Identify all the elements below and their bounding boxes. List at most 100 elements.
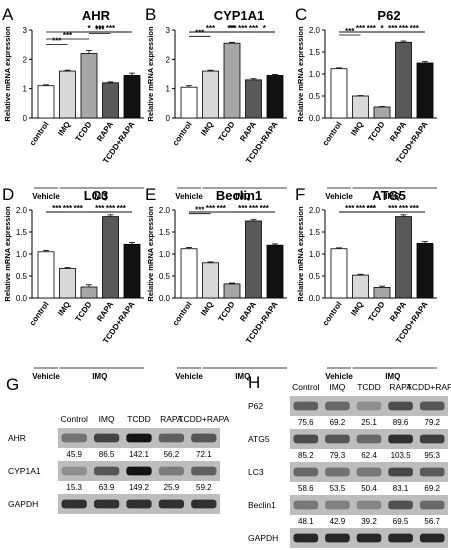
blot-column-header: TCDD+RAPA <box>178 414 229 424</box>
x-tick-label: control <box>28 120 51 147</box>
significance-label: *** <box>410 204 420 213</box>
blot-band <box>126 499 152 509</box>
blot-row-label: CYP1A1 <box>8 466 41 476</box>
bar <box>37 251 55 299</box>
band-intensity-value: 25.9 <box>164 483 180 492</box>
y-tick-label: 0.0 <box>309 114 321 123</box>
panel-letter: H <box>248 373 260 392</box>
significance-label: *** <box>227 24 237 33</box>
blot-column-header: TCDD+RAPA <box>407 382 451 392</box>
significance-label: *** <box>95 204 105 213</box>
significance-label: *** <box>345 204 355 213</box>
significance-label: *** <box>106 24 116 33</box>
blot-row-label: P62 <box>248 401 263 411</box>
band-intensity-value: 83.1 <box>393 484 409 493</box>
blot-band <box>325 434 350 444</box>
x-tick-label: IMQ <box>199 300 215 318</box>
blot-row-label: LC3 <box>248 467 264 477</box>
blot-row-label: GAPDH <box>8 499 38 509</box>
blot-band <box>388 401 413 411</box>
y-axis-label: Relative mRNA expression <box>296 26 305 122</box>
blot-band <box>325 467 350 477</box>
blot-column-header: TCDD <box>357 382 381 392</box>
y-tick-label: 2.0 <box>159 206 171 215</box>
blot-column-header: RAPA <box>160 414 183 424</box>
bar <box>80 53 98 119</box>
bar <box>37 85 55 119</box>
y-tick-label: 1.5 <box>159 228 171 237</box>
band-intensity-value: 142.1 <box>129 450 150 459</box>
y-tick-label: 1.5 <box>309 48 321 57</box>
imq-group-label: IMQ <box>385 192 400 201</box>
x-tick-label: control <box>28 300 51 327</box>
y-tick-label: 3 <box>23 26 28 35</box>
blot-band <box>293 500 319 510</box>
bar <box>266 244 284 299</box>
blot-band <box>419 500 445 510</box>
chart-panel-b: B CYP1A1 Relative mRNA expression 0 1 2 3 contr… <box>145 5 287 201</box>
blot-band <box>356 434 382 444</box>
bar <box>352 95 369 119</box>
chart-panel-a: A AHR Relative mRNA expression 0 1 2 3 control I… <box>2 5 144 201</box>
blot-band <box>126 433 152 443</box>
band-intensity-value: 89.6 <box>393 418 409 427</box>
blot-band <box>388 467 413 477</box>
band-intensity-value: 56.7 <box>424 517 440 526</box>
vehicle-group-label: Vehicle <box>175 192 203 201</box>
imq-group-label: IMQ <box>92 192 107 201</box>
blot-band <box>356 533 382 543</box>
panel-letter: G <box>6 375 19 394</box>
blot-band <box>191 499 217 509</box>
vehicle-group-label: Vehicle <box>32 372 60 381</box>
blot-band <box>191 433 217 443</box>
blot-band <box>158 433 185 443</box>
significance-label: *** <box>63 204 73 213</box>
bar <box>223 42 241 119</box>
blot-band <box>293 401 319 411</box>
chart-title: P62 <box>377 8 400 23</box>
band-intensity-value: 48.1 <box>298 517 314 526</box>
y-tick-label: 1.0 <box>309 70 321 79</box>
blot-band <box>93 433 120 443</box>
y-tick-label: 0.0 <box>159 294 171 303</box>
significance-label: *** <box>195 206 205 215</box>
band-intensity-value: 86.5 <box>99 450 115 459</box>
blot-band <box>388 533 413 543</box>
blot-row-label: AHR <box>8 433 26 443</box>
significance-label: *** <box>249 204 259 213</box>
y-tick-label: 1.0 <box>16 250 28 259</box>
blot-band <box>61 499 87 509</box>
x-tick-label: TCDD <box>74 300 94 324</box>
y-tick-label: 0.0 <box>16 294 28 303</box>
blot-band <box>419 467 445 477</box>
chart-panel-c: C P62 Relative mRNA expression 0.0 0.5 1.0 1.5… <box>295 5 437 201</box>
bar <box>59 70 76 119</box>
significance-label: *** <box>399 24 409 33</box>
y-tick-label: 0.5 <box>309 92 321 101</box>
x-tick-label: RAPA <box>95 120 115 143</box>
blot-band <box>293 533 319 543</box>
bar <box>416 243 434 299</box>
significance-label: *** <box>117 204 127 213</box>
bar <box>80 286 98 299</box>
band-intensity-value: 79.3 <box>330 451 346 460</box>
y-tick-label: 2 <box>166 55 171 64</box>
bar <box>223 283 241 299</box>
bar <box>416 62 434 119</box>
x-tick-label: IMQ <box>56 120 72 138</box>
blot-band <box>419 401 445 411</box>
x-tick-label: RAPA <box>238 300 258 323</box>
y-axis-label: Relative mRNA expression <box>3 26 12 122</box>
band-intensity-value: 39.2 <box>361 517 377 526</box>
panel-letter: E <box>145 185 156 204</box>
band-intensity-value: 50.4 <box>361 484 377 493</box>
significance-label: * <box>380 24 384 33</box>
y-tick-label: 0 <box>166 114 171 123</box>
band-intensity-value: 25.1 <box>361 418 377 427</box>
blot-column-header: IMQ <box>99 414 115 424</box>
significance-label: *** <box>52 37 62 46</box>
band-intensity-value: 62.4 <box>361 451 377 460</box>
x-tick-label: RAPA <box>95 300 115 323</box>
band-intensity-value: 15.3 <box>66 483 82 492</box>
blot-band <box>158 466 185 476</box>
